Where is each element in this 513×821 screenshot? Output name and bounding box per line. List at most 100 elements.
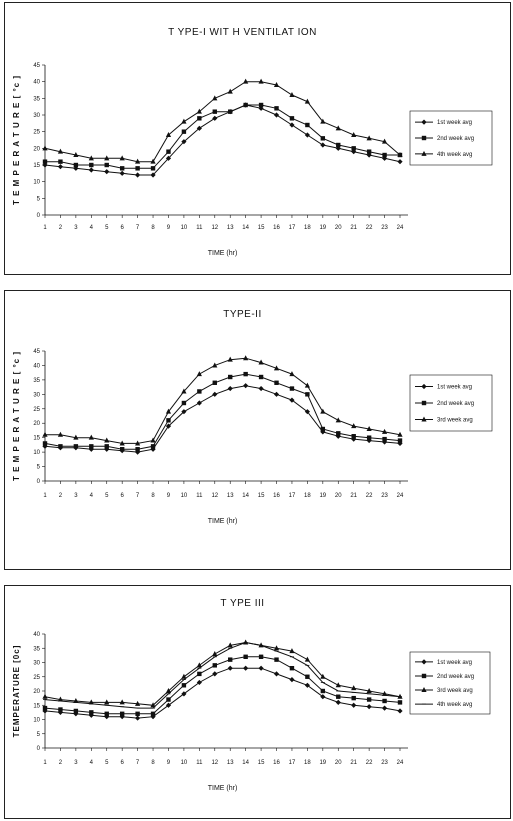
x-tick-label: 23 xyxy=(381,493,388,499)
series-3 xyxy=(42,355,403,446)
data-point xyxy=(212,109,217,114)
data-point xyxy=(73,162,79,168)
data-point xyxy=(88,699,94,705)
data-point xyxy=(366,688,372,693)
data-point xyxy=(382,698,387,704)
legend-label: 4th week avg xyxy=(437,152,472,158)
data-point xyxy=(397,431,403,437)
legend-label: 2nd week avg xyxy=(437,674,474,680)
x-tick-label: 16 xyxy=(273,493,280,499)
data-point xyxy=(104,444,109,449)
y-axis-title: T E M P E R A T U R E [ °c ] xyxy=(12,75,21,205)
data-point xyxy=(366,135,372,141)
data-point xyxy=(305,674,310,679)
data-point xyxy=(73,444,79,449)
x-tick-label: 4 xyxy=(90,225,94,231)
series-line xyxy=(45,357,401,444)
data-point xyxy=(366,149,372,154)
x-tick-label: 17 xyxy=(289,760,296,766)
data-point xyxy=(212,663,217,668)
data-point xyxy=(289,116,295,121)
series-line xyxy=(44,641,401,706)
data-point xyxy=(165,408,172,414)
y-tick-label: 30 xyxy=(33,113,40,119)
x-tick-label: 9 xyxy=(167,493,171,499)
data-point xyxy=(135,447,140,452)
data-point xyxy=(212,95,218,101)
x-tick-label: 20 xyxy=(335,225,342,231)
data-point xyxy=(42,693,48,699)
x-tick-label: 7 xyxy=(136,493,140,499)
y-tick-label: 20 xyxy=(33,689,40,695)
series-line xyxy=(44,641,401,709)
data-point xyxy=(181,673,187,679)
x-tick-label: 16 xyxy=(273,760,280,766)
data-point xyxy=(181,118,187,124)
data-point xyxy=(197,389,202,394)
data-point xyxy=(104,162,109,168)
data-point xyxy=(196,662,202,668)
x-tick-label: 20 xyxy=(335,760,342,766)
data-point xyxy=(320,426,326,432)
data-point xyxy=(243,355,249,361)
data-point xyxy=(165,702,172,708)
data-point xyxy=(258,359,264,365)
chart-title: TYPE-II xyxy=(223,309,262,320)
x-tick-label: 8 xyxy=(151,225,155,231)
data-point xyxy=(73,708,79,714)
data-point xyxy=(228,657,233,662)
x-tick-label: 19 xyxy=(319,760,326,766)
x-tick-label: 10 xyxy=(181,493,188,499)
legend-label: 1st week avg xyxy=(437,120,472,126)
data-point xyxy=(381,705,388,711)
data-point xyxy=(166,697,171,702)
data-point xyxy=(243,78,249,84)
data-point xyxy=(166,418,171,423)
series-2 xyxy=(42,102,403,171)
y-tick-label: 25 xyxy=(33,407,40,413)
x-tick-label: 19 xyxy=(319,225,326,231)
x-tick-label: 11 xyxy=(196,760,203,766)
data-point xyxy=(135,158,141,164)
legend: 1st week avg 2nd week avg 4th week avg xyxy=(409,110,493,166)
data-point xyxy=(320,142,326,148)
x-tick-label: 7 xyxy=(136,760,140,766)
data-point xyxy=(289,648,295,654)
x-tick-label: 18 xyxy=(304,493,311,499)
data-point xyxy=(88,167,94,173)
data-point xyxy=(366,704,372,710)
data-point xyxy=(351,436,357,442)
data-point xyxy=(88,446,94,452)
x-tick-label: 1 xyxy=(43,225,47,231)
x-tick-label: 6 xyxy=(121,493,125,499)
y-tick-label: 15 xyxy=(33,436,40,442)
x-tick-label: 20 xyxy=(335,493,342,499)
data-point xyxy=(273,112,280,118)
x-tick-label: 23 xyxy=(381,225,388,231)
data-point xyxy=(57,696,64,702)
data-point xyxy=(320,673,326,679)
data-point xyxy=(243,665,249,671)
x-tick-label: 18 xyxy=(304,760,311,766)
data-point xyxy=(289,92,295,97)
data-point xyxy=(166,149,171,154)
data-point xyxy=(258,385,264,392)
data-point xyxy=(197,671,202,677)
x-tick-label: 2 xyxy=(59,760,63,766)
x-axis-title: TIME (hr) xyxy=(208,518,238,525)
data-point xyxy=(104,711,109,716)
data-point xyxy=(119,440,125,446)
legend-label: 1st week avg xyxy=(437,660,472,666)
x-tick-label: 2 xyxy=(59,493,63,499)
legend-marker xyxy=(421,135,427,141)
data-point xyxy=(42,145,48,151)
x-tick-label: 9 xyxy=(167,225,171,231)
y-tick-label: 10 xyxy=(33,450,40,456)
x-tick-label: 22 xyxy=(366,493,373,499)
y-tick-label: 45 xyxy=(33,349,40,355)
x-tick-label: 5 xyxy=(105,760,109,766)
x-tick-label: 10 xyxy=(181,225,188,231)
data-point xyxy=(228,109,233,114)
data-point xyxy=(135,172,141,178)
series-line xyxy=(44,81,401,163)
